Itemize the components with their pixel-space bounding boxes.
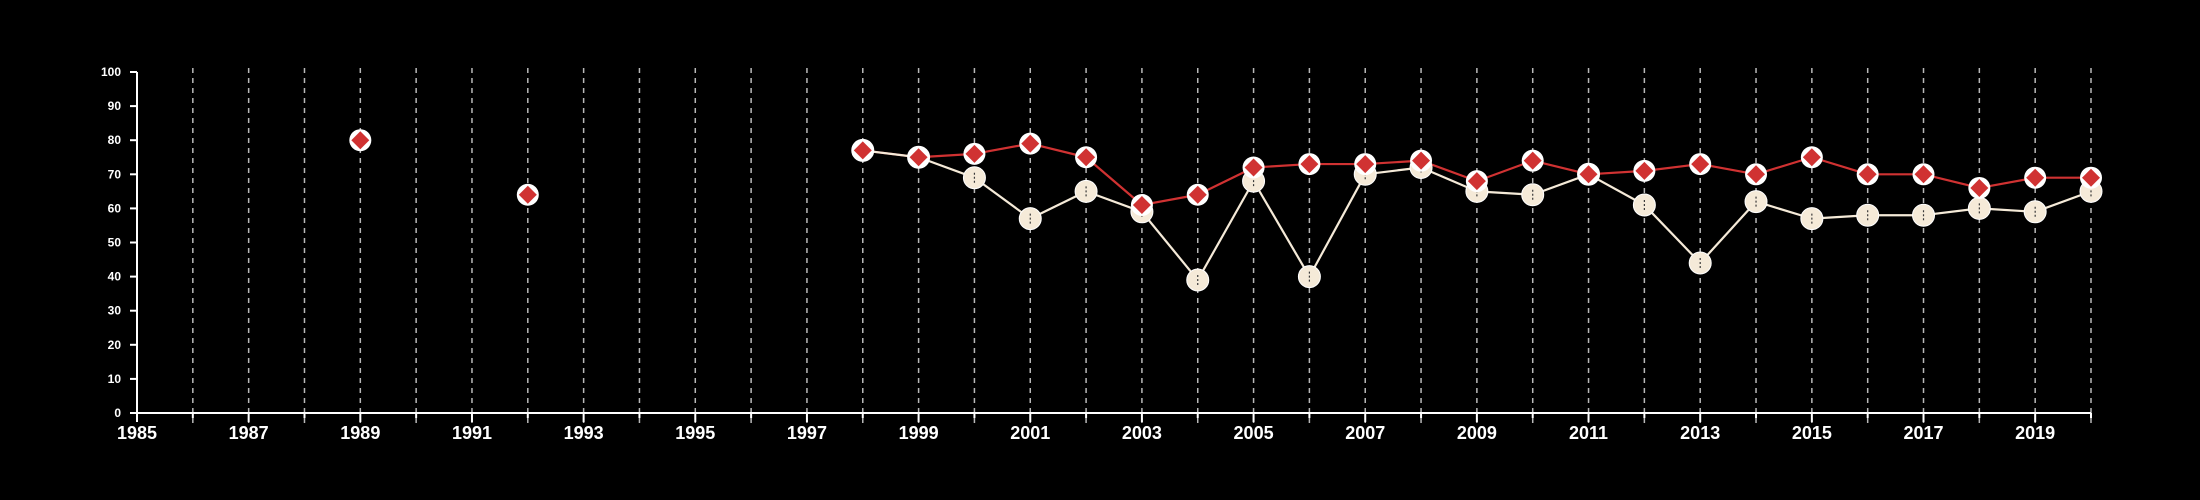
series-1-point-1992	[518, 185, 537, 204]
series-1-point-2006	[1300, 155, 1319, 174]
series-1-point-2002	[1077, 148, 1096, 167]
series-1-point-2009	[1467, 172, 1486, 191]
series-2-segment-2005	[1196, 180, 1255, 281]
x-tick-label-1991: 1991	[452, 423, 492, 443]
x-tick-label-1999: 1999	[899, 423, 939, 443]
series-2-segment-2006	[1252, 180, 1311, 278]
axes: 0 10 20 30 40 50 60 70 80 90 100 1985 1987 1989 1991 19…	[101, 65, 2092, 443]
y-tick-label-30: 30	[108, 304, 122, 318]
x-tick-label-1995: 1995	[675, 423, 715, 443]
y-tick-label-40: 40	[108, 270, 122, 284]
y-tick-label-100: 100	[101, 65, 121, 79]
series-2-segment-2014	[1699, 200, 1757, 264]
y-tick-label-0: 0	[114, 406, 121, 420]
series-1-point-2015	[1802, 148, 1821, 167]
x-tick-label-1997: 1997	[787, 423, 827, 443]
x-tick-label-2001: 2001	[1010, 423, 1050, 443]
series-1-point-2008	[1412, 151, 1431, 170]
x-tick-label-2003: 2003	[1122, 423, 1162, 443]
series-1-point-2011	[1579, 165, 1598, 184]
x-tick-label-2013: 2013	[1680, 423, 1720, 443]
y-tick-label-20: 20	[108, 338, 122, 352]
series-1-point-2010	[1523, 151, 1542, 170]
series-layer	[349, 129, 2103, 292]
series-1-point-2001	[1021, 134, 1040, 153]
y-tick-label-50: 50	[108, 236, 122, 250]
x-tick-label-2015: 2015	[1792, 423, 1832, 443]
series-2-segment-2007	[1308, 173, 1367, 278]
x-tick-label-2017: 2017	[1903, 423, 1943, 443]
y-tick-label-10: 10	[108, 372, 122, 386]
series-1-point-1998	[853, 141, 872, 160]
series-1-point-2017	[1914, 165, 1933, 184]
x-tick-label-2019: 2019	[2015, 423, 2055, 443]
series-1-segment-2003	[1085, 156, 1143, 206]
series-2-segment-2004	[1141, 211, 1199, 281]
series-1-point-2004	[1188, 185, 1207, 204]
series-1-point-2019	[2026, 168, 2045, 187]
x-tick-label-2007: 2007	[1345, 423, 1385, 443]
y-tick-label-80: 80	[108, 133, 122, 147]
series-2-segment-2001	[973, 176, 1031, 220]
x-tick-label-1987: 1987	[229, 423, 269, 443]
series-1-point-2013	[1691, 155, 1710, 174]
x-tick-label-1985: 1985	[117, 423, 157, 443]
x-tick-label-1993: 1993	[564, 423, 604, 443]
y-tick-label-90: 90	[108, 99, 122, 113]
series-1-point-2016	[1858, 165, 1877, 184]
series-1-point-2005	[1244, 158, 1263, 177]
x-tick-label-1989: 1989	[340, 423, 380, 443]
series-1-point-2014	[1747, 165, 1766, 184]
y-tick-label-60: 60	[108, 201, 122, 215]
y-tick-label-70: 70	[108, 167, 122, 181]
series-2-segment-2013	[1643, 204, 1701, 264]
series-1-point-2018	[1970, 178, 1989, 197]
series-1-point-2003	[1132, 195, 1151, 214]
series-1-point-2012	[1635, 161, 1654, 180]
series-1-point-1989	[351, 131, 370, 150]
series-1-point-2000	[965, 144, 984, 163]
series-1-point-1999	[909, 148, 928, 167]
x-tick-label-2009: 2009	[1457, 423, 1497, 443]
series-1-point-2007	[1356, 155, 1375, 174]
x-tick-label-2005: 2005	[1234, 423, 1274, 443]
series-1-point-2020	[2082, 168, 2100, 187]
x-tick-label-2011: 2011	[1569, 423, 1608, 443]
